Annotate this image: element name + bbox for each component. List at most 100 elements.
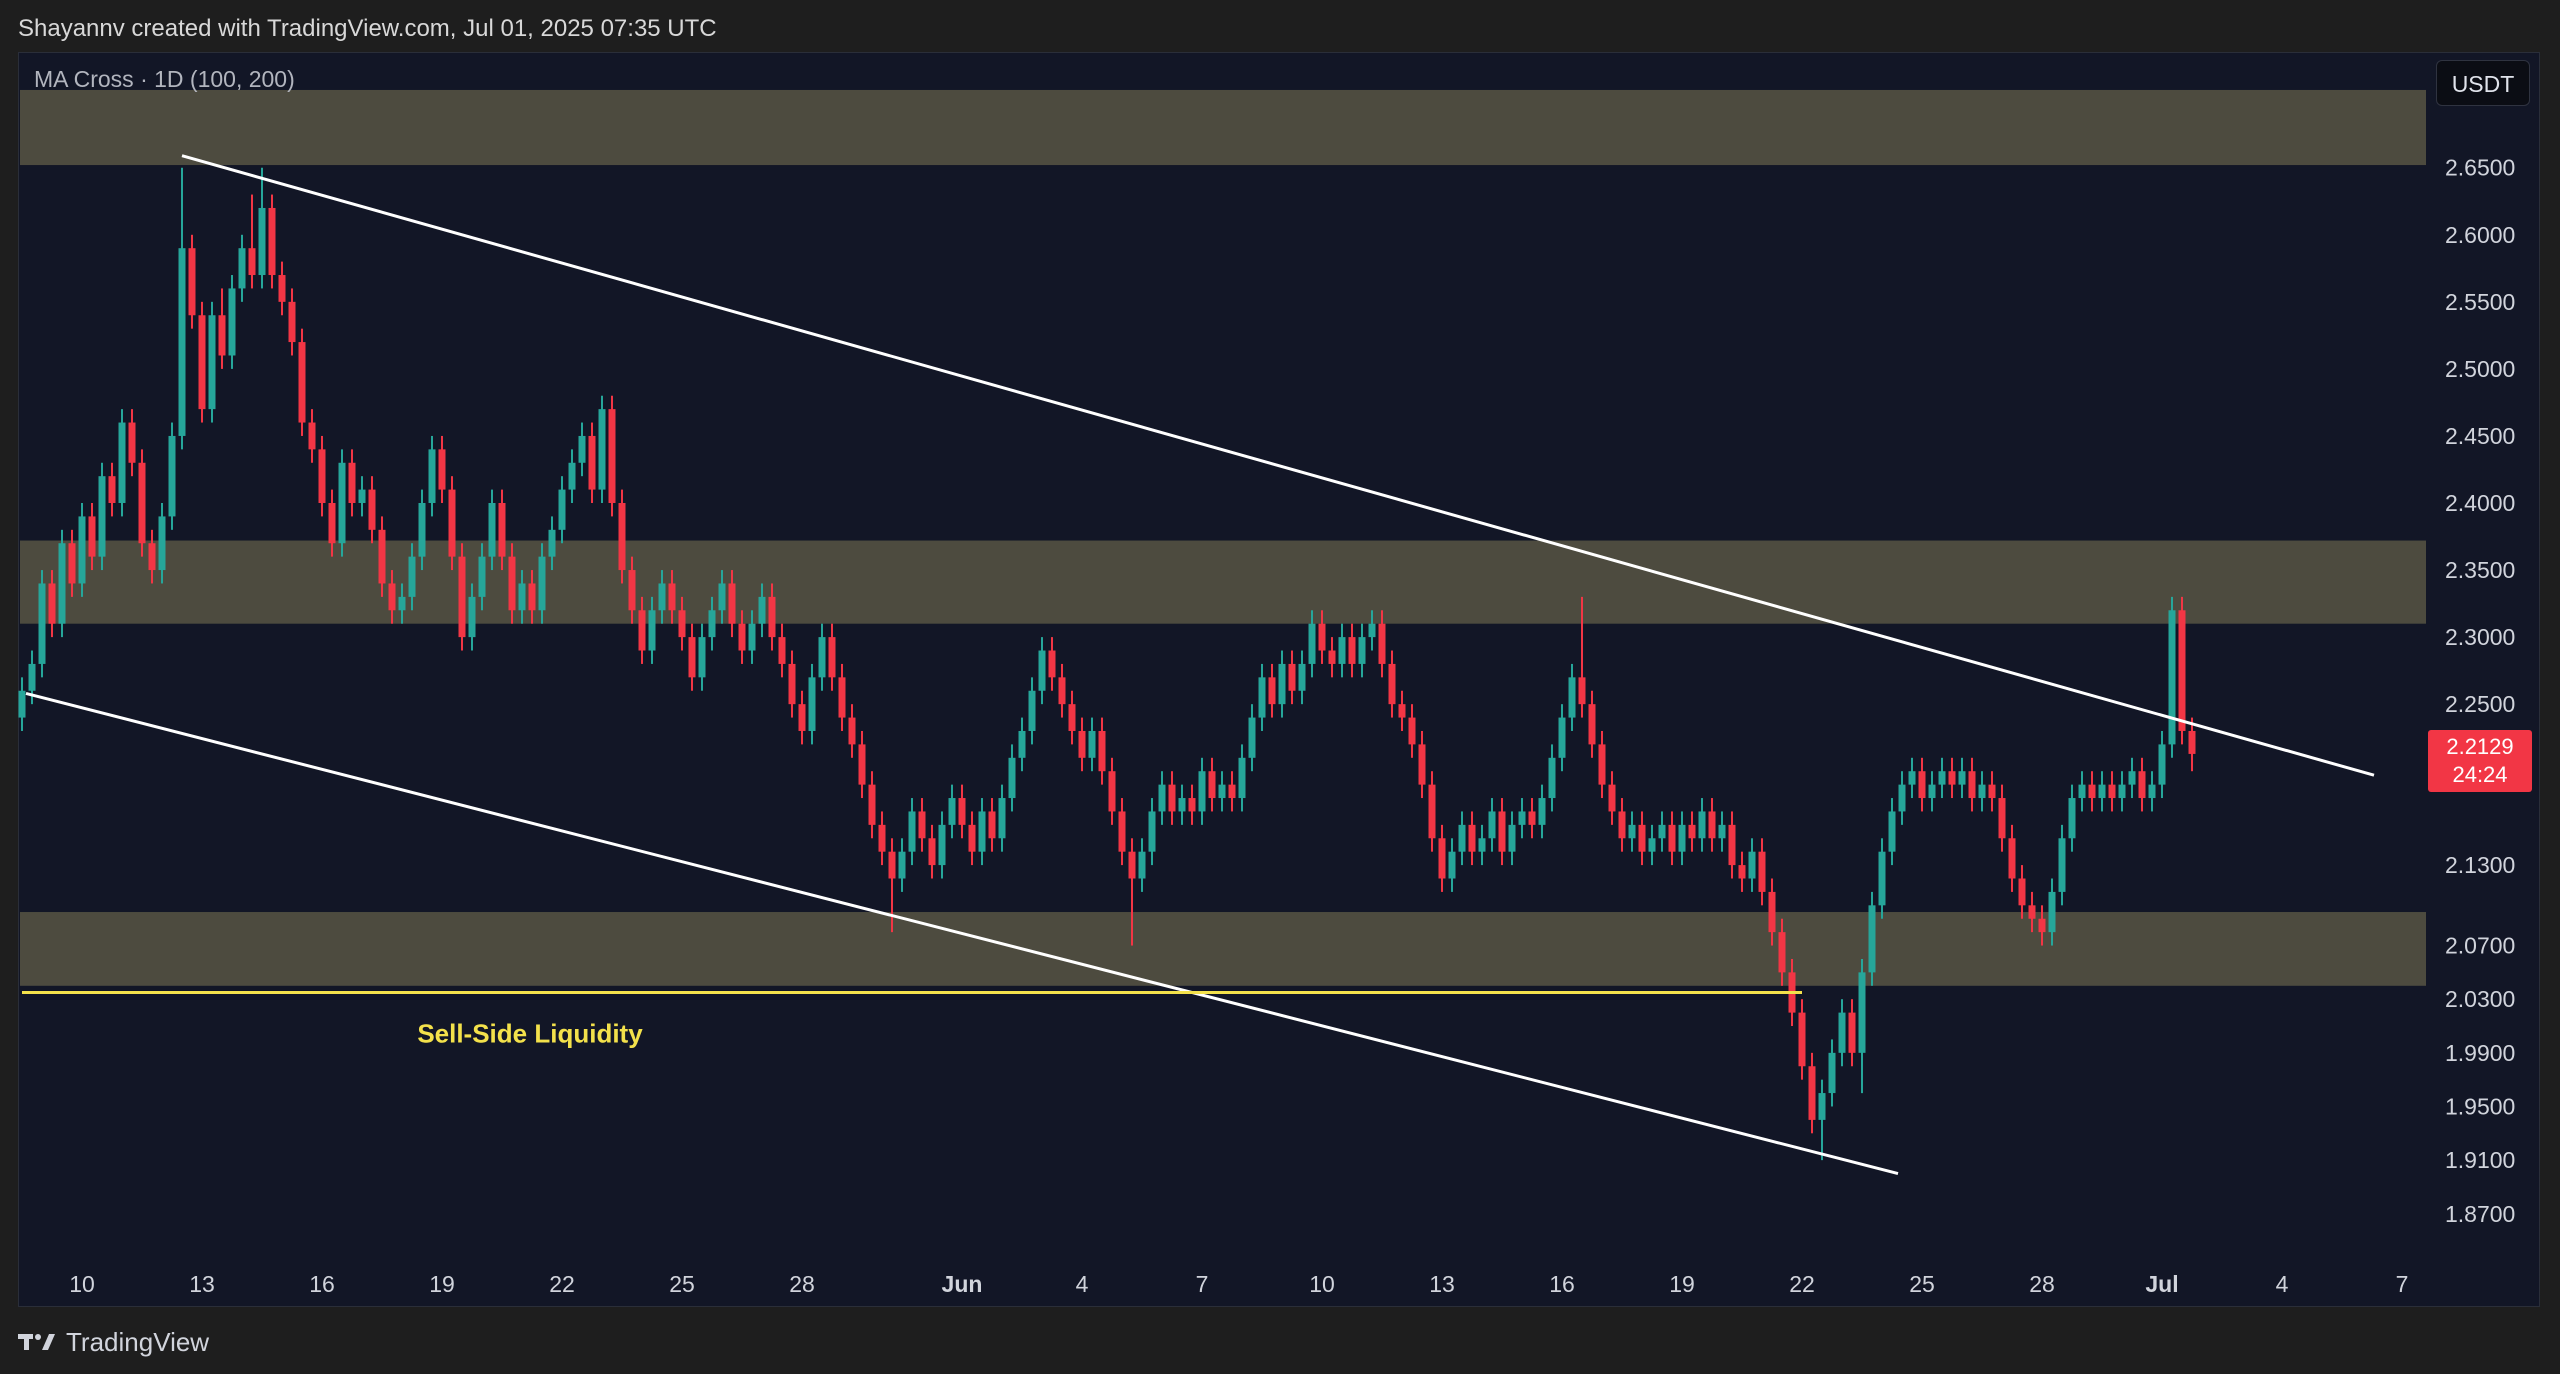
candles-layer bbox=[18, 167, 2196, 1161]
x-tick-label: 4 bbox=[2276, 1271, 2289, 1297]
tradingview-logo-icon bbox=[18, 1334, 55, 1350]
candle-body bbox=[1648, 838, 1656, 852]
candle-body bbox=[678, 610, 686, 638]
x-tick-label: 25 bbox=[1909, 1271, 1935, 1297]
indicator-label[interactable]: MA Cross · 1D (100, 200) bbox=[34, 66, 295, 92]
candle-body bbox=[248, 248, 256, 276]
candle-body bbox=[2158, 744, 2166, 785]
candle-body bbox=[1738, 865, 1746, 879]
candle-body bbox=[898, 851, 906, 879]
x-tick-label: 16 bbox=[309, 1271, 335, 1297]
candle-body bbox=[1258, 677, 1266, 718]
candle-body bbox=[1718, 824, 1726, 839]
x-tick-label: Jul bbox=[2145, 1271, 2178, 1297]
candle-body bbox=[478, 556, 486, 597]
attribution-bar: Shayannv created with TradingView.com, J… bbox=[0, 0, 2560, 54]
candle-body bbox=[828, 637, 836, 678]
candle-body bbox=[938, 824, 946, 866]
candle-body bbox=[1668, 824, 1676, 852]
candle-body bbox=[1758, 851, 1766, 892]
candle-body bbox=[1958, 771, 1966, 785]
y-tick-label: 1.9100 bbox=[2445, 1147, 2515, 1173]
candle-body bbox=[618, 503, 626, 571]
candle-body bbox=[48, 583, 56, 624]
candle-body bbox=[1418, 744, 1426, 785]
candle-body bbox=[1118, 811, 1126, 852]
candle-body bbox=[1638, 824, 1646, 852]
x-tick-label: 10 bbox=[69, 1271, 95, 1297]
candle-body bbox=[2168, 610, 2176, 745]
candle-body bbox=[1288, 663, 1296, 691]
candle-body bbox=[2118, 784, 2126, 799]
candle-body bbox=[838, 677, 846, 718]
candle-body bbox=[1108, 771, 1116, 812]
candle-body bbox=[1578, 677, 1586, 705]
candle-body bbox=[1328, 650, 1336, 664]
candle-body bbox=[1058, 677, 1066, 705]
y-tick-label: 2.3000 bbox=[2445, 624, 2515, 650]
candle-body bbox=[578, 435, 586, 463]
currency-button[interactable]: USDT bbox=[2436, 60, 2530, 106]
candle-body bbox=[1438, 838, 1446, 879]
sell-side-liquidity-label: Sell-Side Liquidity bbox=[417, 1019, 643, 1049]
candle-body bbox=[808, 677, 816, 731]
candle-body bbox=[1978, 784, 1986, 799]
candle-body bbox=[1358, 637, 1366, 664]
candle-body bbox=[238, 248, 246, 289]
candle-body bbox=[1268, 677, 1276, 705]
x-tick-label: 28 bbox=[2029, 1271, 2055, 1297]
overlays-layer: Sell-Side Liquidity bbox=[22, 154, 2375, 1175]
zones-layer bbox=[20, 89, 2426, 986]
candle-body bbox=[598, 409, 606, 490]
candle-body bbox=[1858, 972, 1866, 1053]
candle-body bbox=[518, 583, 526, 611]
candle-body bbox=[868, 784, 876, 825]
candle-body bbox=[2108, 784, 2116, 799]
candle-body bbox=[1898, 784, 1906, 812]
candle-body bbox=[388, 583, 396, 611]
candle-body bbox=[1068, 704, 1076, 731]
candle-body bbox=[1778, 932, 1786, 973]
trendline-upper bbox=[181, 154, 2375, 777]
x-tick-label: 25 bbox=[669, 1271, 695, 1297]
x-tick-label: 13 bbox=[1429, 1271, 1455, 1297]
candle-body bbox=[658, 583, 666, 611]
y-tick-label: 1.8700 bbox=[2445, 1201, 2515, 1227]
candle-body bbox=[1488, 811, 1496, 839]
candle-body bbox=[748, 623, 756, 651]
candle-body bbox=[568, 462, 576, 490]
y-tick-label: 2.3500 bbox=[2445, 557, 2515, 583]
candle-body bbox=[468, 596, 476, 638]
x-tick-label: 13 bbox=[189, 1271, 215, 1297]
candle-body bbox=[428, 449, 436, 504]
candle-body bbox=[1008, 757, 1016, 799]
candle-body bbox=[1458, 824, 1466, 852]
candle-body bbox=[128, 422, 136, 463]
candle-body bbox=[888, 851, 896, 879]
candle-body bbox=[1828, 1052, 1836, 1094]
candle-body bbox=[1308, 623, 1316, 664]
candle-body bbox=[588, 435, 596, 490]
footer-brand[interactable]: TradingView bbox=[18, 1318, 209, 1366]
candle-body bbox=[1368, 623, 1376, 638]
candle-body bbox=[2068, 798, 2076, 839]
candle-body bbox=[2128, 771, 2136, 785]
zone-2 bbox=[20, 912, 2426, 986]
candle-body bbox=[538, 556, 546, 611]
y-tick-label: 2.6500 bbox=[2445, 155, 2515, 181]
candle-body bbox=[788, 663, 796, 705]
candle-body bbox=[1598, 744, 1606, 785]
candle-body bbox=[1468, 824, 1476, 852]
candle-body bbox=[1218, 784, 1226, 799]
footer-brand-text: TradingView bbox=[66, 1326, 210, 1357]
candle-body bbox=[878, 824, 886, 852]
candle-body bbox=[488, 503, 496, 557]
candle-body bbox=[28, 663, 36, 691]
candle-body bbox=[928, 838, 936, 866]
candle-body bbox=[158, 516, 166, 571]
candle-body bbox=[208, 315, 216, 410]
candle-body bbox=[1168, 784, 1176, 812]
candle-body bbox=[778, 637, 786, 664]
candle-body bbox=[1698, 811, 1706, 839]
